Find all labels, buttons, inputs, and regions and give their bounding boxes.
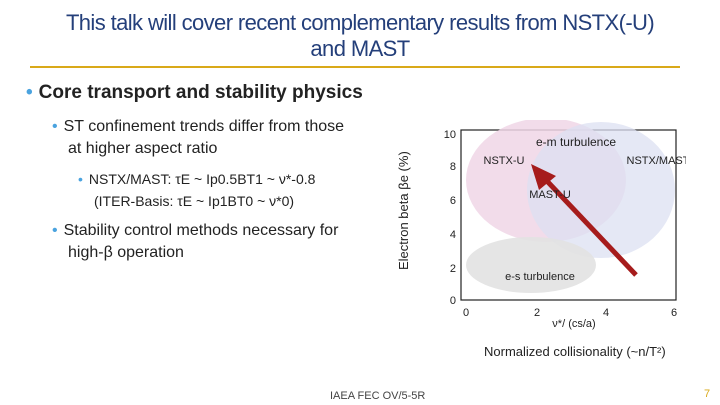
bullet-sub-3-line-1: Stability control methods necessary for xyxy=(63,222,339,239)
trend-arrow-head xyxy=(531,164,556,190)
bullet-sub-3: • Stability control methods necessary for… xyxy=(52,220,402,264)
bullet-dot-icon: • xyxy=(26,82,33,103)
y-tick-10: 10 xyxy=(444,129,456,141)
y-tick-6: 6 xyxy=(450,195,456,207)
slide-title: This talk will cover recent complementar… xyxy=(0,10,720,62)
x-axis-caption: Normalized collisionality (~n/T²) xyxy=(484,344,666,359)
x-tick-0: 0 xyxy=(463,307,469,319)
x-tick-6: 6 xyxy=(671,307,677,319)
bullet-dot-icon: • xyxy=(78,171,83,187)
region-es xyxy=(466,237,596,293)
label-nstxu: NSTX-U xyxy=(484,155,525,167)
x-tick-4: 4 xyxy=(603,307,609,319)
bullet-sub-1-line-2: at higher aspect ratio xyxy=(68,140,218,157)
bullet-dot-icon: • xyxy=(52,222,58,239)
bullet-main-text: Core transport and stability physics xyxy=(38,82,363,103)
label-nstx-mast: NSTX/MAST xyxy=(627,155,686,167)
bullet-sub-1: • ST confinement trends differ from those… xyxy=(52,116,402,160)
regime-diagram: 10 8 6 4 2 0 0 2 4 6 ν*/ (cs/a) e-m turb… xyxy=(444,120,686,330)
bullet-main: • Core transport and stability physics xyxy=(26,82,363,104)
y-axis-label-text: Electron beta xyxy=(396,193,411,270)
label-es-turbulence: e-s turbulence xyxy=(505,271,575,283)
bullet-sub-2-line-2: (ITER-Basis: τE ~ Ip1BT0 ~ ν*0) xyxy=(94,193,295,209)
bullet-sub-3-line-2: high-β operation xyxy=(68,244,184,261)
y-tick-4: 4 xyxy=(450,229,456,241)
bullet-sub-1-line-1: ST confinement trends differ from those xyxy=(63,118,345,135)
region-nstx-mast xyxy=(527,122,675,258)
label-em-turbulence: e-m turbulence xyxy=(536,135,616,149)
x-tick-2: 2 xyxy=(534,307,540,319)
x-axis-label: ν*/ (cs/a) xyxy=(552,318,595,330)
y-tick-0: 0 xyxy=(450,295,456,307)
trend-arrow-shaft xyxy=(544,178,638,277)
bullet-sub-2: • NSTX/MAST: τE ~ Ip0.5BT1 ~ ν*-0.8 (ITER… xyxy=(78,168,408,212)
title-line-2: and MAST xyxy=(310,36,410,61)
bullet-sub-2-line-1: NSTX/MAST: τE ~ Ip0.5BT1 ~ ν*-0.8 xyxy=(88,171,316,187)
bullet-dot-icon: • xyxy=(52,118,58,135)
footer-text: IAEA FEC OV/5-5R xyxy=(330,390,426,402)
title-divider xyxy=(30,66,680,68)
title-line-1: This talk will cover recent complementar… xyxy=(65,10,655,35)
y-axis-label: Electron beta βe (%) xyxy=(396,151,411,270)
label-mastu: MAST-U xyxy=(529,189,571,201)
y-tick-2: 2 xyxy=(450,263,456,275)
y-tick-8: 8 xyxy=(450,161,456,173)
y-axis-symbol: βe (%) xyxy=(396,151,411,190)
page-number: 7 xyxy=(704,388,711,400)
